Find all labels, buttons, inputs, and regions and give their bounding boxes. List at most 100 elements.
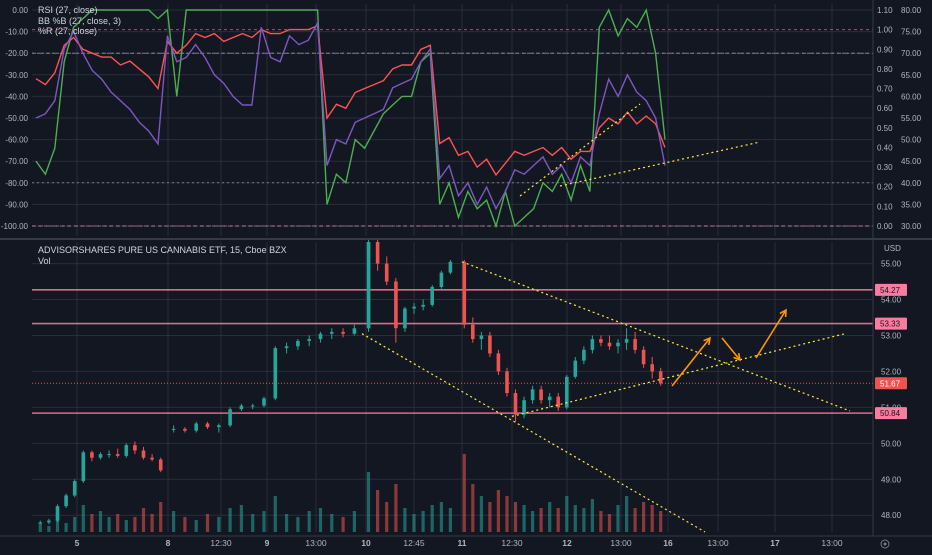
- time-axis-label: 13:00: [305, 538, 327, 548]
- volume-bar: [251, 514, 255, 532]
- grid-lines: [32, 4, 873, 532]
- volume-bars: [38, 454, 663, 532]
- time-axis-label: 16: [663, 538, 673, 548]
- candle-body: [565, 376, 569, 408]
- price-axis: 55.0054.0053.0052.0051.0050.0049.0048.00…: [875, 244, 907, 520]
- candle-body: [403, 308, 407, 329]
- right-axis-tick: 55.00: [901, 114, 922, 123]
- time-axis-label: 12:30: [210, 538, 232, 548]
- time-axis-label: 8: [166, 538, 171, 548]
- time-axis-label: 5: [75, 538, 80, 548]
- candle-body: [98, 454, 103, 458]
- middle-axis-tick: 0.30: [877, 163, 893, 172]
- middle-axis-tick: 0.90: [877, 45, 893, 54]
- left-axis-tick: -50.00: [5, 114, 28, 123]
- projection-arrow-head: [703, 336, 712, 346]
- volume-bar: [403, 508, 407, 532]
- right-axis-tick: 65.00: [901, 71, 922, 80]
- price-axis-tick: 53.00: [881, 331, 902, 340]
- volume-bar: [352, 511, 356, 532]
- candle-body: [90, 452, 94, 458]
- price-axis-tick: 50.00: [881, 439, 902, 448]
- volume-bar: [659, 511, 663, 532]
- volume-bar: [462, 454, 466, 532]
- candle-body: [384, 263, 389, 282]
- candle-body: [352, 328, 357, 334]
- volume-bar: [47, 526, 51, 532]
- right-axis-tick: 75.00: [901, 28, 922, 37]
- volume-bar: [412, 514, 416, 532]
- volume-bar: [81, 505, 85, 532]
- price-trendline-upper: [461, 261, 851, 412]
- candle-body: [513, 393, 518, 415]
- price-trendline-support: [511, 333, 846, 417]
- candle-body: [250, 405, 255, 407]
- volume-bar: [522, 505, 526, 532]
- volume-bar: [590, 499, 594, 532]
- middle-axis-tick: 0.80: [877, 65, 893, 74]
- right-axis-tick: 50.00: [901, 136, 922, 145]
- legend-williams[interactable]: %R (27, close): [38, 26, 98, 36]
- candle-body: [217, 425, 221, 428]
- indicator-legend: RSI (27, close) BB %B (27, close, 3) %R …: [38, 5, 121, 37]
- candle-body: [462, 261, 467, 325]
- candle-body: [124, 445, 129, 456]
- volume-bar: [439, 502, 443, 532]
- right-axis-tick: 35.00: [901, 200, 922, 209]
- volume-bar: [150, 514, 154, 532]
- symbol-title[interactable]: ADVISORSHARES PURE US CANNABIS ETF, 15, …: [38, 245, 287, 255]
- projection-arrow-head: [733, 352, 742, 362]
- volume-bar: [98, 511, 103, 532]
- candle-body: [539, 389, 543, 401]
- candle-body: [141, 450, 146, 458]
- time-axis-label: 13:00: [610, 538, 632, 548]
- volume-bar: [205, 514, 210, 532]
- candle-body: [641, 349, 646, 365]
- candle-body: [107, 454, 111, 456]
- volume-bar: [625, 496, 629, 532]
- price-axis-tick: 52.00: [881, 367, 902, 376]
- volume-bar: [479, 496, 483, 532]
- candle-body: [366, 242, 371, 329]
- candle-body: [47, 520, 51, 523]
- level-badge: [875, 317, 907, 330]
- volume-bar: [116, 514, 120, 532]
- indicator-trendline-b: [559, 141, 761, 187]
- candle-body: [658, 371, 663, 384]
- right-axis-tick: 30.00: [901, 222, 922, 231]
- time-axis-label: 11: [458, 538, 467, 548]
- volume-bar: [531, 511, 535, 532]
- volume-bar: [55, 520, 60, 532]
- candle-body: [616, 342, 620, 347]
- candle-body: [471, 324, 475, 340]
- candle-body: [430, 286, 434, 305]
- volume-bar: [341, 517, 345, 532]
- legend-bbpb[interactable]: BB %B (27, close, 3): [38, 15, 122, 26]
- volume-bar: [573, 505, 577, 532]
- candle-body: [448, 261, 453, 273]
- candle-body: [479, 335, 484, 340]
- candle-body: [530, 389, 535, 401]
- volume-bar: [296, 517, 300, 532]
- price-levels: [32, 289, 873, 414]
- volume-bar: [194, 520, 198, 532]
- candle-body: [194, 423, 198, 431]
- candle-body: [607, 342, 612, 347]
- indicator-lines: [35, 8, 761, 229]
- candle-body: [624, 339, 629, 343]
- legend-rsi[interactable]: RSI (27, close): [38, 5, 98, 15]
- last-price-label: 51.67: [880, 379, 901, 388]
- volume-bar: [133, 517, 137, 532]
- candle-body: [650, 364, 654, 372]
- volume-bar: [262, 511, 266, 532]
- legend-volume[interactable]: Vol: [38, 255, 51, 266]
- volume-bar: [582, 508, 586, 532]
- candle-body: [115, 454, 120, 456]
- level-badge-label: 54.27: [880, 286, 901, 295]
- candle-body: [439, 272, 444, 287]
- middle-axis-tick: 1.00: [877, 26, 893, 35]
- candle-body: [296, 340, 300, 347]
- candle-body: [262, 398, 266, 406]
- volume-bar: [90, 514, 94, 532]
